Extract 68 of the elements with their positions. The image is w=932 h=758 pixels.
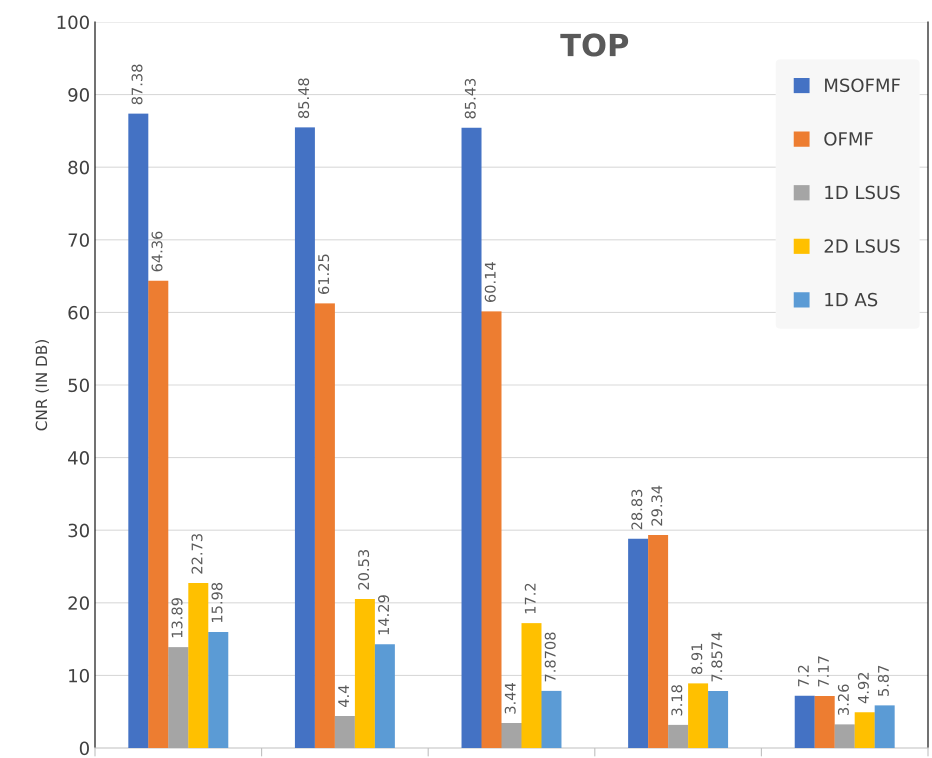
data-label: 85.43 (464, 78, 476, 118)
data-label: 14.29 (378, 595, 390, 634)
bar (208, 632, 228, 748)
y-tick-label: 30 (68, 524, 89, 538)
data-label: 7.8574 (711, 632, 722, 682)
data-label: 64.36 (152, 232, 163, 272)
bar (334, 716, 355, 748)
bar (188, 582, 208, 748)
bar (628, 538, 648, 748)
data-label: 87.38 (132, 64, 143, 104)
data-label: 20.53 (358, 550, 370, 590)
data-label: 3.26 (838, 684, 849, 715)
bar (128, 114, 148, 748)
y-tick-label: 20 (68, 596, 89, 610)
y-tick-label: 100 (58, 15, 89, 30)
bar (168, 647, 188, 748)
data-label: 7.17 (818, 656, 829, 686)
y-tick-label: 0 (80, 741, 89, 756)
data-label: 28.83 (631, 490, 642, 530)
bar (354, 598, 375, 748)
bar (814, 696, 835, 748)
y-axis-title: CNR (IN DB) (35, 340, 49, 430)
data-label: 3.18 (671, 685, 682, 716)
data-label: 7.2 (798, 666, 809, 686)
bar (294, 127, 315, 748)
data-label: 60.14 (484, 262, 496, 302)
bar (834, 724, 855, 748)
bar (314, 303, 335, 748)
chart-title: TOP (560, 33, 628, 57)
bar (688, 683, 708, 748)
data-label: 7.8708 (544, 632, 556, 682)
bar (541, 690, 562, 748)
y-tick-label: 60 (68, 306, 89, 320)
data-label: 8.91 (691, 644, 702, 674)
legend-label: 1D LSUS (825, 186, 900, 200)
data-label: 29.34 (651, 486, 662, 526)
bar (648, 534, 668, 748)
y-tick-label: 80 (68, 160, 89, 174)
data-label: 22.73 (191, 534, 203, 574)
data-label: 3.44 (504, 683, 516, 714)
bar (874, 705, 895, 748)
data-label: 61.25 (318, 254, 330, 294)
bar (521, 623, 542, 748)
data-label: 4.4 (338, 685, 349, 708)
legend-label: 2D LSUS (824, 239, 900, 253)
bar (374, 644, 395, 748)
y-tick-label: 10 (69, 668, 89, 683)
bar (462, 128, 482, 748)
legend-label: MSOFMF (825, 78, 900, 92)
y-tick-label: 90 (68, 88, 89, 102)
data-label: 17.2 (524, 584, 536, 614)
bar (854, 712, 875, 748)
bar (482, 311, 502, 748)
y-tick-label: 40 (68, 451, 89, 465)
data-label: 85.48 (298, 78, 310, 118)
y-tick-label: 70 (68, 233, 89, 247)
bar (148, 280, 168, 748)
bar (708, 690, 728, 748)
data-label: 15.98 (211, 582, 223, 622)
data-label: 5.87 (878, 666, 889, 696)
data-label: 13.89 (172, 598, 183, 638)
legend-label: OFMF (824, 132, 873, 146)
bar (668, 724, 688, 748)
bar (502, 723, 522, 748)
data-label: 4.92 (858, 672, 869, 704)
bar (794, 696, 815, 748)
y-tick-label: 50 (68, 378, 89, 392)
legend-label: 1D AS (825, 292, 878, 306)
